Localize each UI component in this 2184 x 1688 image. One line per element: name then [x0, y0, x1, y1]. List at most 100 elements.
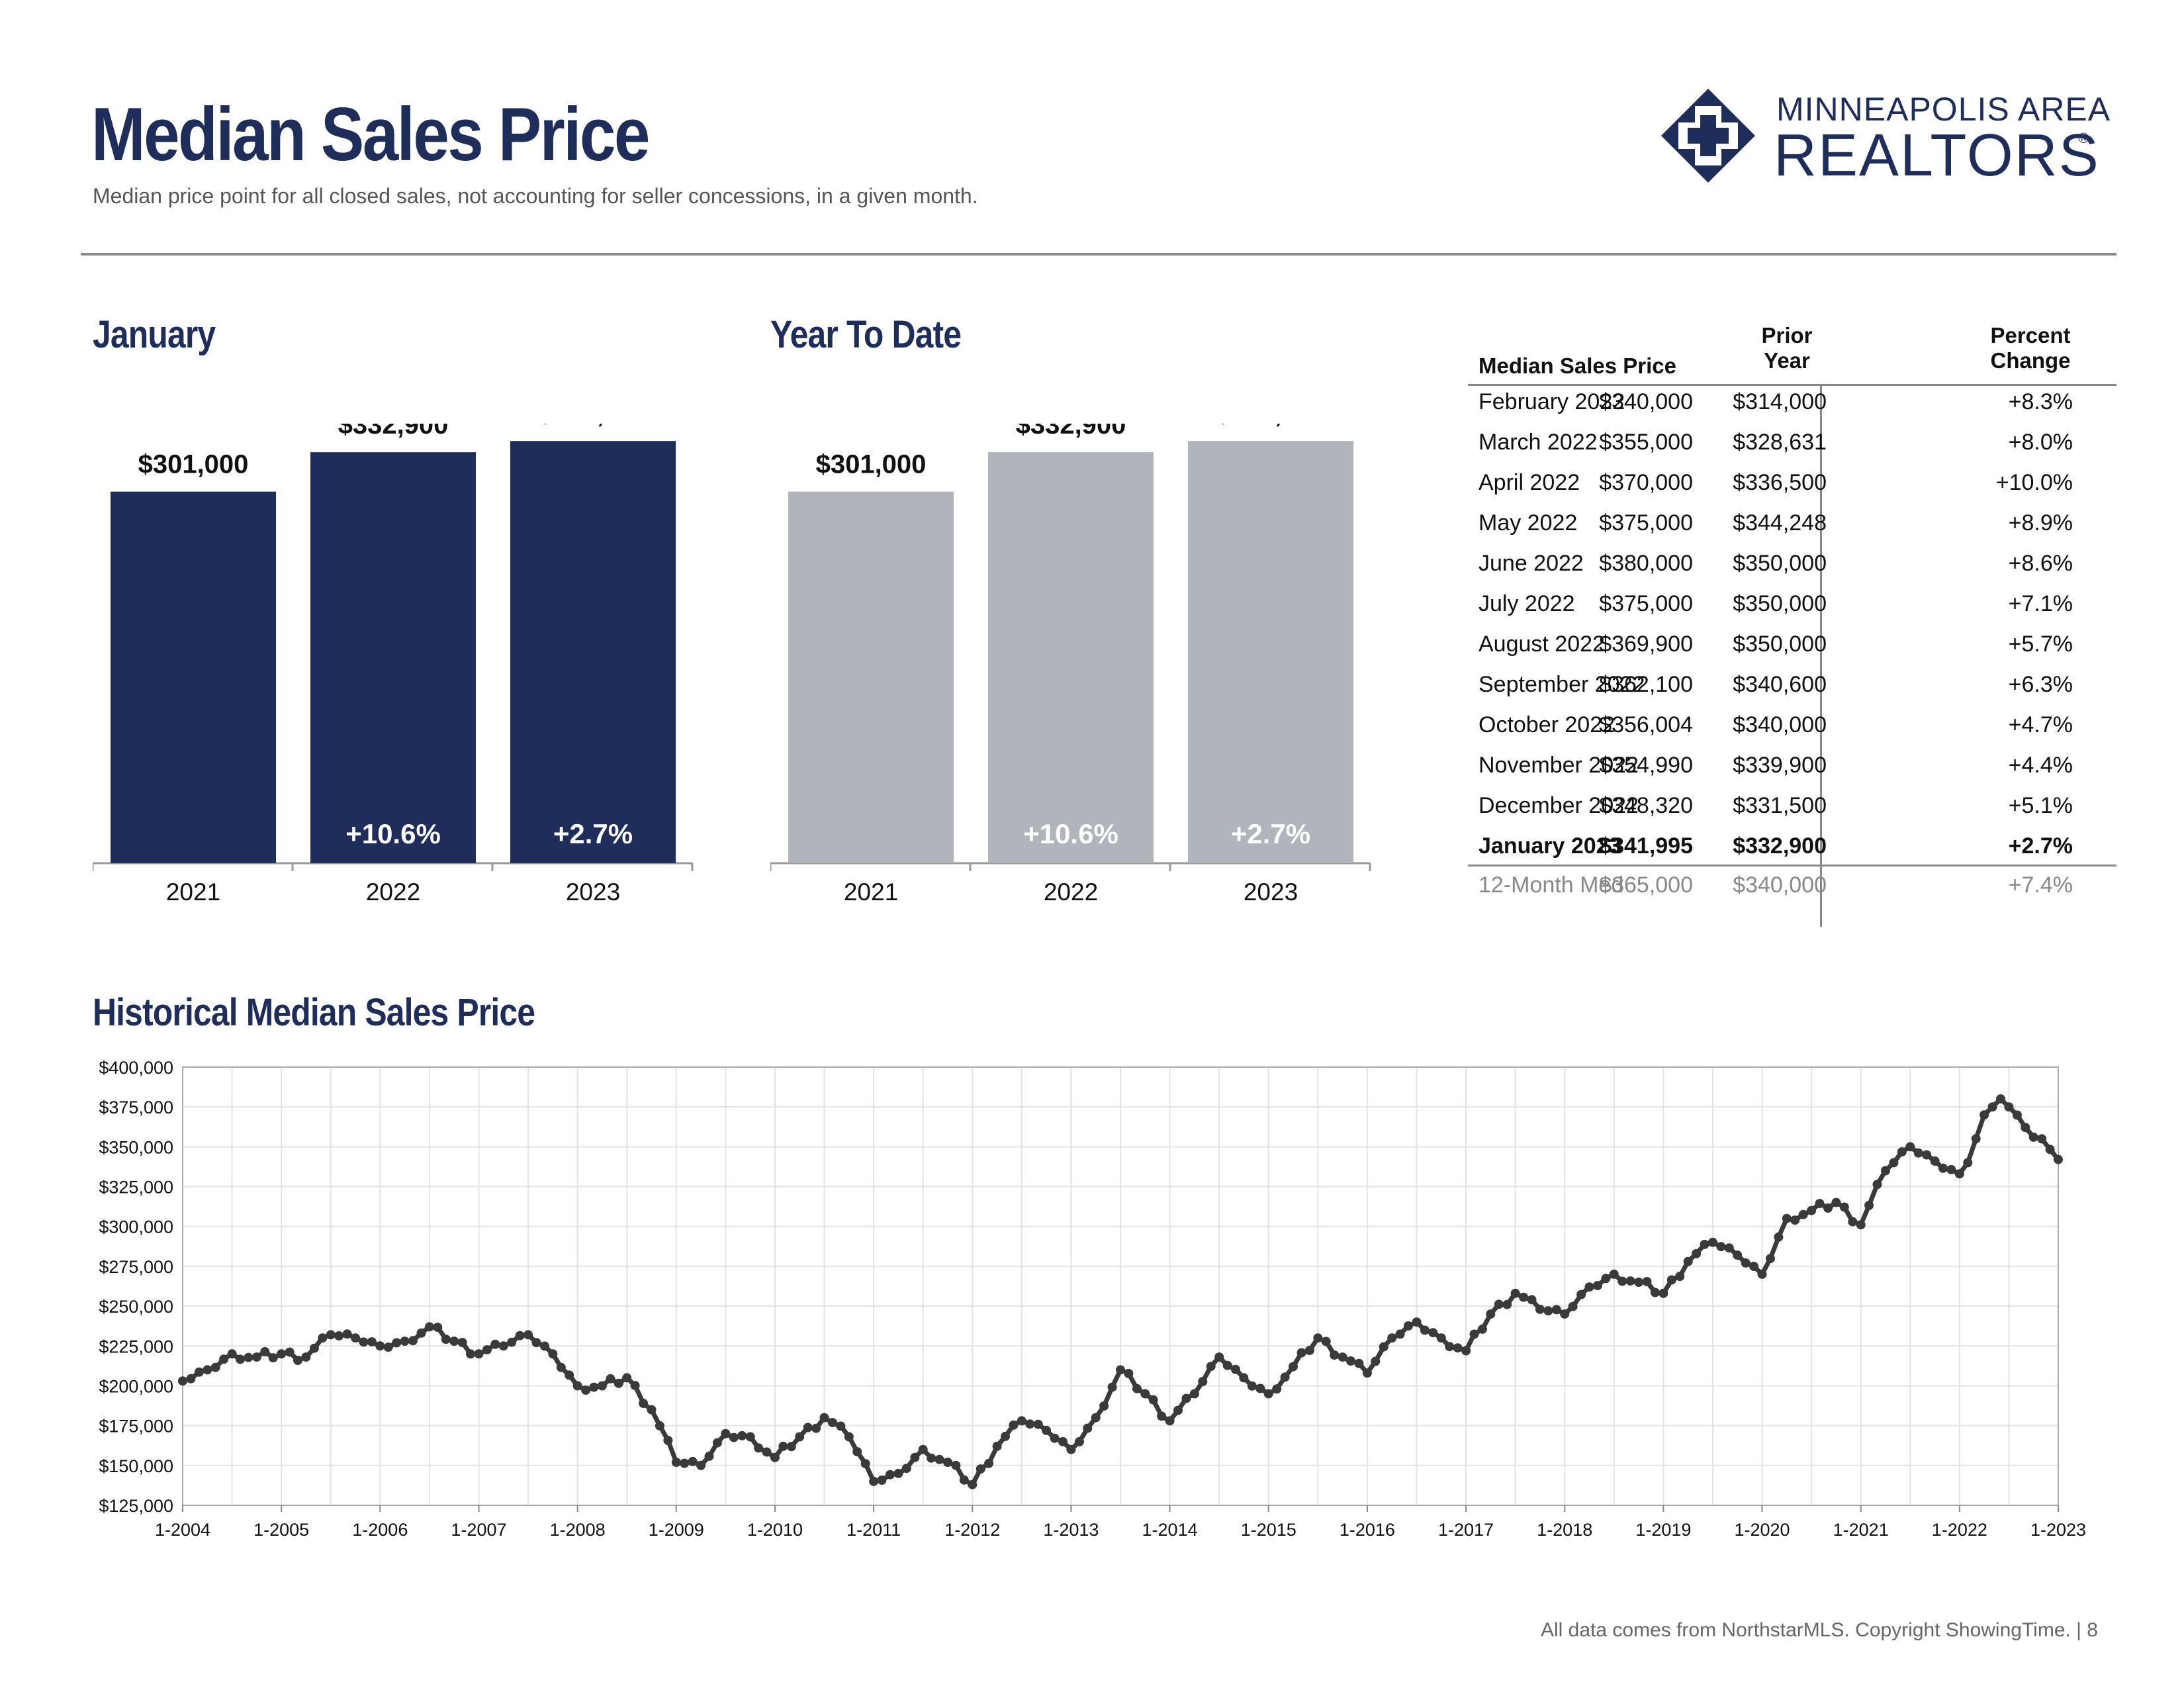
row-change: +8.6%: [2008, 551, 2073, 576]
data-point: [2021, 1123, 2030, 1133]
data-point: [523, 1330, 533, 1340]
january-change-label: +10.6%: [345, 818, 441, 849]
data-point: [745, 1432, 755, 1442]
data-point: [951, 1460, 961, 1470]
row-change: +4.7%: [2008, 712, 2073, 737]
summary-value: $365,000: [1599, 872, 1693, 898]
data-point: [1428, 1328, 1438, 1338]
january-bar: [510, 441, 676, 863]
data-point: [1642, 1277, 1652, 1287]
data-point: [1001, 1431, 1010, 1441]
january-value-label: $341,995: [538, 424, 649, 428]
data-point: [614, 1378, 623, 1388]
data-point: [1831, 1197, 1841, 1207]
x-tick-label: 1-2009: [649, 1520, 704, 1540]
data-point: [1946, 1164, 1956, 1174]
x-tick-label: 1-2010: [747, 1520, 803, 1540]
data-point: [334, 1331, 344, 1340]
data-point: [704, 1451, 714, 1461]
data-point: [1461, 1346, 1471, 1356]
row-prior: $314,000: [1733, 389, 1827, 414]
data-point: [1782, 1213, 1792, 1223]
y-tick-label: $275,000: [99, 1257, 173, 1277]
data-point: [194, 1367, 204, 1377]
ytd-bar: [988, 452, 1154, 863]
header-divider: [81, 253, 2116, 256]
x-tick-label: 1-2008: [550, 1520, 606, 1540]
data-point: [309, 1343, 319, 1353]
data-point: [795, 1432, 805, 1442]
data-point: [1930, 1156, 1940, 1166]
january-change-label: +2.7%: [553, 818, 633, 849]
data-point: [1074, 1437, 1084, 1446]
data-point: [1510, 1288, 1520, 1298]
x-tick-label: 1-2005: [253, 1520, 309, 1540]
data-point: [1905, 1142, 1915, 1152]
data-point: [589, 1382, 599, 1392]
data-point: [1666, 1275, 1676, 1285]
data-point: [1222, 1360, 1232, 1370]
table-row: September 2022 $362,100 $340,600 +6.3%: [1468, 672, 2116, 712]
ytd-bar: [1188, 441, 1353, 863]
data-point: [1371, 1356, 1381, 1366]
data-point: [1066, 1444, 1076, 1454]
data-point: [786, 1442, 796, 1452]
logo-text-bottom: REALTORS: [1774, 122, 2100, 189]
logo-registered-mark: ®: [2078, 130, 2089, 146]
data-point: [671, 1458, 681, 1467]
data-point: [754, 1443, 764, 1453]
data-point: [1486, 1309, 1496, 1319]
data-point: [1148, 1395, 1158, 1405]
data-point: [1239, 1373, 1249, 1383]
table-row: May 2022 $375,000 $344,248 +8.9%: [1468, 510, 2116, 551]
january-category-label: 2022: [366, 878, 420, 906]
data-point: [1823, 1203, 1833, 1213]
data-point: [1297, 1348, 1306, 1358]
x-tick-label: 1-2014: [1142, 1520, 1198, 1540]
data-point: [630, 1381, 640, 1391]
data-point: [1338, 1352, 1347, 1362]
row-prior: $332,900: [1733, 833, 1827, 859]
y-tick-label: $350,000: [99, 1137, 173, 1157]
data-point: [1477, 1324, 1487, 1334]
table-header-pct-line2: Change: [1990, 348, 2071, 373]
y-tick-label: $150,000: [99, 1456, 173, 1476]
data-point: [696, 1460, 706, 1470]
data-point: [227, 1349, 237, 1359]
data-point: [655, 1421, 664, 1430]
row-value: $348,320: [1599, 793, 1693, 818]
data-point: [539, 1341, 549, 1351]
data-point: [1313, 1333, 1323, 1343]
data-point: [1659, 1288, 1668, 1298]
data-point: [984, 1458, 994, 1468]
data-point: [836, 1421, 846, 1431]
ytd-value-label: $301,000: [816, 450, 927, 479]
data-point: [1881, 1166, 1890, 1176]
data-point: [1741, 1258, 1751, 1268]
data-point: [869, 1476, 879, 1486]
table-column-divider: [1820, 384, 1822, 927]
table-row: February 2022 $340,000 $314,000 +8.3%: [1468, 389, 2116, 430]
data-point: [729, 1432, 739, 1442]
row-label: July 2022: [1479, 591, 1575, 616]
data-point: [1206, 1362, 1216, 1372]
data-point: [1592, 1281, 1602, 1291]
table-summary-row: 12-Month Med $365,000 $340,000 +7.4%: [1468, 872, 2116, 913]
data-point: [383, 1342, 393, 1352]
data-point: [531, 1338, 541, 1348]
row-label: May 2022: [1479, 510, 1578, 536]
data-point: [1692, 1248, 1702, 1258]
x-tick-label: 1-2020: [1734, 1520, 1790, 1540]
data-point: [844, 1432, 854, 1442]
row-prior: $350,000: [1733, 632, 1827, 657]
data-point: [1469, 1329, 1479, 1339]
data-point: [1124, 1368, 1134, 1378]
data-point: [1913, 1148, 1923, 1158]
data-point: [1650, 1288, 1660, 1297]
data-point: [1856, 1220, 1866, 1230]
data-point: [1042, 1425, 1052, 1435]
data-point: [457, 1338, 467, 1348]
data-point: [449, 1336, 459, 1346]
y-tick-label: $400,000: [99, 1058, 173, 1078]
data-point: [1535, 1304, 1545, 1314]
